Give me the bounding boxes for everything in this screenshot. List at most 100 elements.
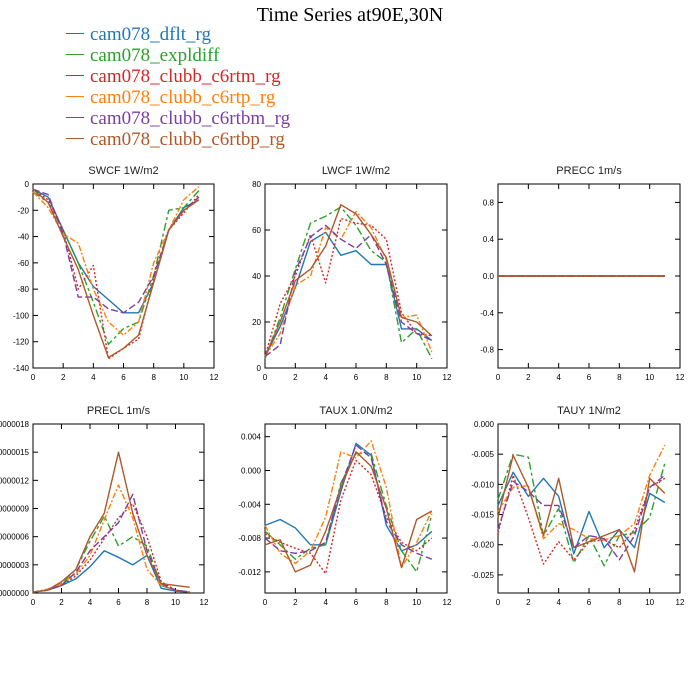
legend-swatch xyxy=(66,96,84,98)
series-line-cam078_dflt_rg xyxy=(32,188,200,314)
x-tick-label: 4 xyxy=(88,598,93,607)
y-tick-label: 0.0000012 xyxy=(0,476,30,485)
series-line-cam078_clubb_c6rtm_rg xyxy=(32,503,190,593)
y-tick-label: 40 xyxy=(252,272,261,281)
series-line-cam078_clubb_c6rtbp_rg xyxy=(264,451,433,573)
y-tick-label: -0.004 xyxy=(238,500,261,509)
y-tick-label: 0.0000009 xyxy=(0,505,30,514)
x-tick-label: 4 xyxy=(323,373,328,382)
legend-item: cam078_clubb_c6rtp_rg xyxy=(66,87,290,108)
legend-label: cam078_clubb_c6rtm_rg xyxy=(90,66,281,87)
y-tick-label: -80 xyxy=(17,285,29,294)
y-tick-label: -0.8 xyxy=(480,346,494,355)
y-tick-label: 20 xyxy=(252,318,261,327)
plot-frame xyxy=(32,423,205,594)
x-tick-label: 8 xyxy=(384,373,389,382)
x-tick-label: 12 xyxy=(676,598,685,607)
y-tick-label: -0.025 xyxy=(471,571,494,580)
x-tick-label: 0 xyxy=(31,598,36,607)
series-line-cam078_clubb_c6rtp_rg xyxy=(497,444,666,541)
x-tick-label: 12 xyxy=(443,373,452,382)
y-tick-label: 0.0000000 xyxy=(0,589,30,598)
y-tick-label: 0.0000006 xyxy=(0,533,30,542)
legend-swatch xyxy=(66,138,84,140)
series-line-cam078_clubb_c6rtbm_rg xyxy=(32,493,190,593)
panel-title: PRECC 1m/s xyxy=(556,165,622,177)
y-tick-label: 0.004 xyxy=(241,433,262,442)
y-tick-label: -0.4 xyxy=(480,309,494,318)
series-line-cam078_dflt_rg xyxy=(497,471,666,555)
series-line-cam078_expldiff xyxy=(32,515,190,593)
x-tick-label: 12 xyxy=(676,373,685,382)
panel-title: PRECL 1m/s xyxy=(87,405,151,417)
series-line-cam078_clubb_c6rtbp_rg xyxy=(264,203,433,357)
series-line-cam078_clubb_c6rtm_rg xyxy=(32,188,200,360)
x-tick-label: 0 xyxy=(31,373,36,382)
legend-swatch xyxy=(66,117,84,119)
x-tick-label: 2 xyxy=(293,373,298,382)
y-tick-label: 60 xyxy=(252,226,261,235)
panel-3: PRECC 1m/s 0 2 4 6 8 10 12 -0.8 -0.4 0.0 0.4 0.8 xyxy=(480,165,685,382)
y-tick-label: -0.012 xyxy=(238,568,261,577)
legend-item: cam078_expldiff xyxy=(66,45,290,66)
series-line-cam078_clubb_c6rtbp_rg xyxy=(32,451,190,593)
x-tick-label: 6 xyxy=(354,373,359,382)
x-tick-label: 10 xyxy=(412,373,421,382)
x-tick-label: 0 xyxy=(496,373,501,382)
series-line-cam078_dflt_rg xyxy=(264,442,433,552)
legend-item: cam078_clubb_c6rtbp_rg xyxy=(66,129,290,150)
x-tick-label: 0 xyxy=(496,598,501,607)
legend-label: cam078_clubb_c6rtp_rg xyxy=(90,87,276,108)
y-tick-label: -60 xyxy=(17,259,29,268)
legend-label: cam078_clubb_c6rtbm_rg xyxy=(90,108,291,129)
series-line-cam078_clubb_c6rtm_rg xyxy=(264,459,433,575)
series-line-cam078_clubb_c6rtbm_rg xyxy=(264,224,433,358)
y-tick-label: 0.0000015 xyxy=(0,448,30,457)
x-tick-label: 8 xyxy=(151,373,156,382)
y-tick-label: -0.008 xyxy=(238,534,261,543)
series-line-cam078_clubb_c6rtp_rg xyxy=(32,186,200,336)
y-tick-label: 0.0000018 xyxy=(0,420,30,429)
x-tick-label: 2 xyxy=(526,373,531,382)
series-line-cam078_clubb_c6rtp_rg xyxy=(264,440,433,569)
series-line-cam078_clubb_c6rtp_rg xyxy=(32,484,190,593)
panel-5: TAUX 1.0N/m2 0 2 4 6 8 10 12 -0.012 -0.008 -0.004 0… xyxy=(238,405,452,607)
series-line-cam078_expldiff xyxy=(497,453,666,567)
series-line-cam078_clubb_c6rtp_rg xyxy=(264,210,433,357)
panel-2: LWCF 1W/m2 0 2 4 6 8 10 12 0 20 40 60 80 xyxy=(252,165,452,382)
legend-label: cam078_dflt_rg xyxy=(90,24,212,45)
y-tick-label: 0.000 xyxy=(474,420,495,429)
chart-main-title: Time Series at90E,30N xyxy=(256,4,444,26)
x-tick-label: 12 xyxy=(200,598,209,607)
x-tick-label: 4 xyxy=(556,598,561,607)
x-tick-label: 6 xyxy=(587,598,592,607)
y-tick-label: -40 xyxy=(17,233,29,242)
x-tick-label: 10 xyxy=(645,373,654,382)
y-tick-label: 0 xyxy=(25,180,30,189)
x-tick-label: 4 xyxy=(91,373,96,382)
series-line-cam078_clubb_c6rtbp_rg xyxy=(32,188,200,359)
x-tick-label: 4 xyxy=(556,373,561,382)
y-tick-label: -100 xyxy=(13,311,30,320)
x-tick-label: 8 xyxy=(384,598,389,607)
series-line-cam078_expldiff xyxy=(264,206,433,360)
y-tick-label: 0.000 xyxy=(241,466,262,475)
series-line-cam078_clubb_c6rtbm_rg xyxy=(497,474,666,561)
x-tick-label: 12 xyxy=(443,598,452,607)
series-line-cam078_expldiff xyxy=(32,190,200,346)
y-tick-label: -0.020 xyxy=(471,541,494,550)
x-tick-label: 6 xyxy=(587,373,592,382)
legend-swatch xyxy=(66,54,84,56)
x-tick-label: 10 xyxy=(645,598,654,607)
x-tick-label: 2 xyxy=(293,598,298,607)
legend-swatch xyxy=(66,75,84,77)
legend-label: cam078_expldiff xyxy=(90,45,220,66)
y-tick-label: -0.005 xyxy=(471,450,494,459)
legend-item: cam078_dflt_rg xyxy=(66,24,290,45)
x-tick-label: 10 xyxy=(179,373,188,382)
panel-1: SWCF 1W/m2 0 2 4 6 8 10 12 -140 -120 -100 -80 -60 -40… xyxy=(13,165,219,382)
x-tick-label: 8 xyxy=(145,598,150,607)
x-tick-label: 6 xyxy=(121,373,126,382)
x-tick-label: 6 xyxy=(116,598,121,607)
